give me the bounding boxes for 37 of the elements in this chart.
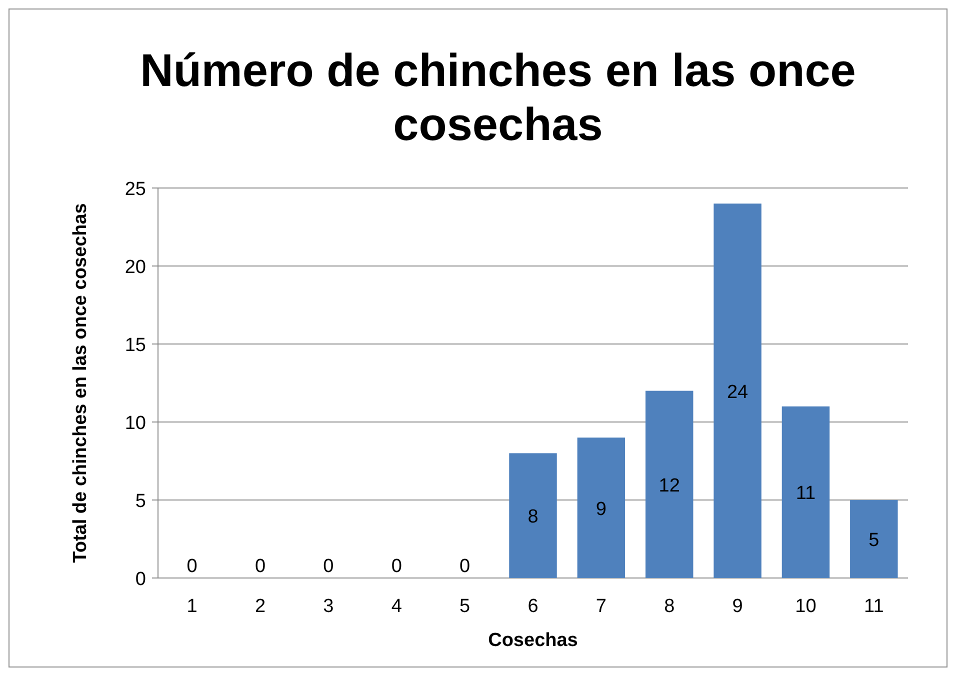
x-tick-label: 7 (596, 596, 606, 617)
bar (646, 390, 694, 578)
data-label: 0 (323, 556, 334, 577)
y-tick-label: 25 (124, 179, 146, 200)
y-tick-label: 5 (135, 491, 146, 512)
y-tick-label: 0 (135, 569, 146, 590)
x-tick-label: 10 (795, 596, 816, 617)
x-tick-label: 2 (254, 596, 266, 617)
data-label: 0 (254, 556, 266, 577)
x-tick-label: 8 (664, 596, 675, 617)
data-label: 24 (726, 382, 749, 403)
data-label: 11 (796, 483, 816, 504)
data-label: 8 (528, 506, 538, 528)
x-tick-label: 9 (732, 596, 743, 617)
chart-title: Número de chinches en las once cosechas (140, 44, 856, 150)
x-tick-label: 11 (864, 596, 884, 617)
bar (509, 453, 557, 578)
bar (714, 204, 762, 578)
bar (782, 406, 830, 578)
x-tick-label: 6 (528, 596, 538, 617)
y-tick-label: 20 (124, 257, 146, 278)
data-label: 12 (658, 475, 680, 496)
data-label: 9 (596, 498, 606, 520)
y-tick-label: 15 (124, 335, 146, 356)
x-tick-label: 5 (460, 596, 470, 617)
bar (850, 500, 898, 578)
y-tick-label: 10 (124, 413, 146, 434)
data-label: 5 (868, 530, 880, 551)
x-tick-label: 3 (323, 596, 334, 617)
x-tick-label: 4 (391, 596, 402, 617)
x-axis-title: Cosechas (488, 630, 578, 651)
x-tick-label: 1 (186, 596, 198, 617)
bar (577, 438, 626, 578)
data-label: 0 (460, 556, 470, 577)
y-axis-title: Total de chinches en las once cosechas (70, 203, 91, 563)
data-label: 0 (391, 556, 402, 577)
data-label: 0 (186, 556, 198, 577)
